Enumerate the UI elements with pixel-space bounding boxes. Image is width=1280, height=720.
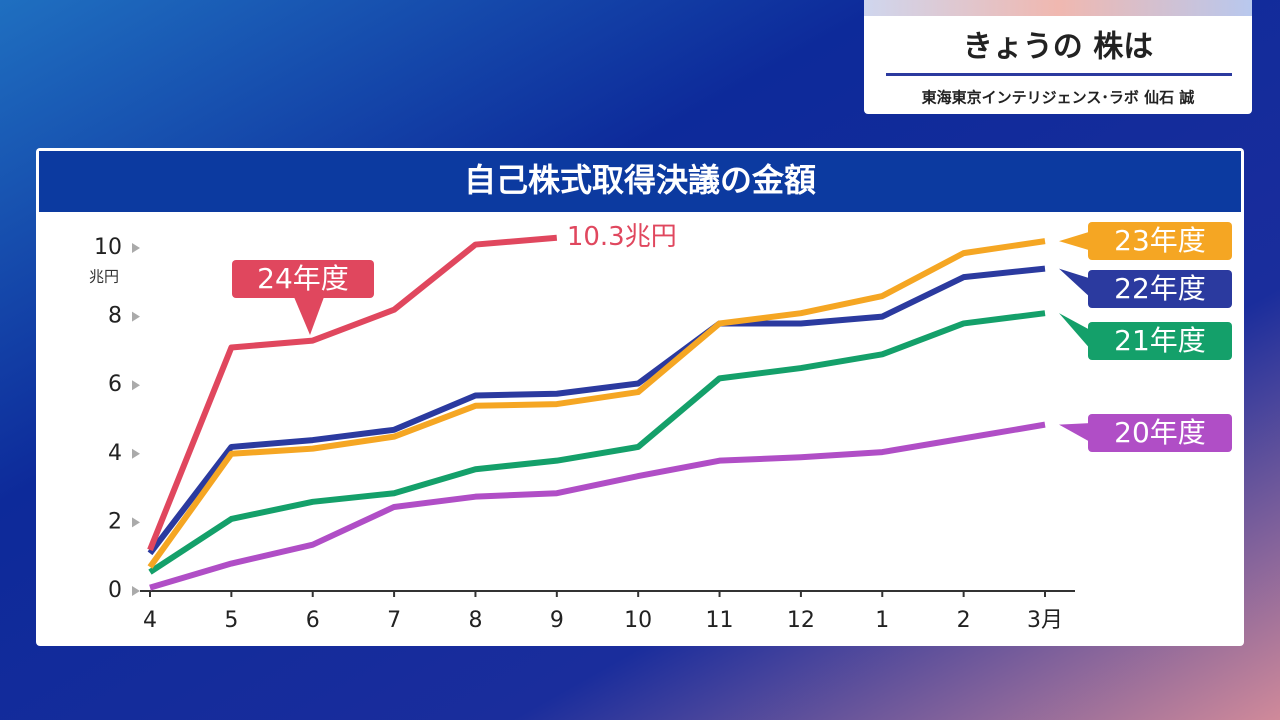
y-tick-label: 0 [108, 578, 122, 603]
x-tick-label: 2 [957, 608, 971, 633]
info-box [864, 0, 1252, 114]
y-tick-mark [132, 380, 140, 391]
label-pointer [1059, 268, 1092, 299]
label-pointer [294, 297, 324, 335]
x-tick-label: 8 [468, 608, 482, 633]
legend-label: 23年度 [1114, 224, 1206, 257]
y-tick-label: 6 [108, 372, 122, 397]
info-title: きょうの 株は [963, 30, 1153, 65]
legend-box [232, 260, 374, 298]
x-tick-label: 5 [224, 608, 238, 633]
x-tick-label: 6 [306, 608, 320, 633]
x-tick-label: 9 [550, 608, 564, 633]
y-tick-mark [132, 243, 140, 253]
legend-label: 20年度 [1114, 416, 1206, 449]
y-tick-mark [132, 448, 140, 459]
x-tick-label: 1 [875, 608, 889, 633]
label-pointer [1059, 231, 1092, 251]
legend-label: 24年度 [257, 262, 349, 295]
legend-box [1088, 270, 1232, 308]
legend-box [1088, 322, 1232, 360]
chart-title: 自己株式取得決議の金額 [464, 161, 816, 199]
x-tick-label: 7 [387, 608, 401, 633]
x-tick-label: 11 [706, 608, 734, 633]
series-line [148, 310, 1046, 575]
info-rule [886, 73, 1232, 76]
x-tick-label: 3月 [1027, 608, 1063, 633]
y-tick-label: 4 [108, 441, 122, 466]
y-tick-label: 10 [94, 235, 122, 260]
x-tick-label: 4 [143, 608, 157, 633]
legend-box [1088, 414, 1232, 452]
legend-box [1088, 222, 1232, 260]
series-line [147, 265, 1046, 556]
legend-label: 22年度 [1114, 272, 1206, 305]
y-tick-label: 2 [108, 509, 122, 534]
x-tick-label: 10 [624, 608, 652, 633]
y-tick-label: 8 [108, 304, 122, 329]
x-tick-label: 12 [787, 608, 815, 633]
y-tick-mark [132, 517, 140, 528]
label-pointer [1059, 423, 1092, 443]
series-line [147, 238, 1046, 569]
y-axis-unit: 兆円 [89, 268, 119, 286]
title-bar [39, 151, 1241, 212]
y-tick-mark [132, 311, 140, 322]
y-tick-mark [132, 586, 140, 596]
value-label: 10.3兆円 [567, 222, 677, 252]
info-strip [864, 0, 1252, 16]
label-pointer [1059, 313, 1092, 351]
legend-label: 21年度 [1114, 324, 1206, 357]
series-line [149, 421, 1046, 591]
info-subtitle: 東海東京インテリジェンス･ラボ 仙石 誠 [922, 89, 1195, 107]
series-line [147, 234, 558, 551]
